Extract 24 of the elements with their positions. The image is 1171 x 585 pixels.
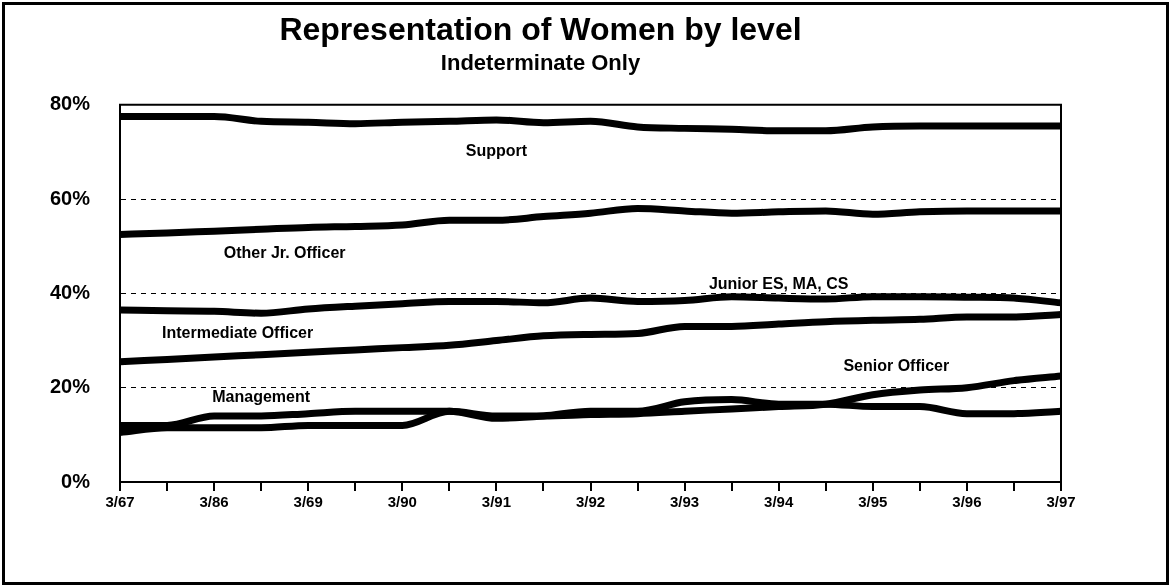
series-label: Junior ES, MA, CS <box>708 275 849 293</box>
x-tick-label: 3/91 <box>481 493 511 511</box>
series-label: Other Jr. Officer <box>223 243 346 261</box>
x-tick-label: 3/93 <box>670 493 700 511</box>
x-tick-label: 3/90 <box>387 493 417 511</box>
x-tick-label: 3/69 <box>293 493 323 511</box>
x-tick-label: 3/94 <box>764 493 794 511</box>
y-tick-label: 20% <box>49 375 91 398</box>
y-tick-label: 80% <box>49 92 91 115</box>
x-tick-label: 3/86 <box>199 493 229 511</box>
x-tick-label: 3/95 <box>858 493 888 511</box>
series-label: Support <box>465 142 528 160</box>
series-label: Intermediate Officer <box>162 323 314 341</box>
y-tick-label: 40% <box>49 280 91 303</box>
x-tick-label: 3/96 <box>952 493 982 511</box>
series-label: Management <box>212 387 311 405</box>
series-label: Senior Officer <box>843 356 950 374</box>
chart-title: Representation of Women by level <box>279 11 802 48</box>
x-tick-label: 3/92 <box>575 493 606 511</box>
x-tick-label: 3/67 <box>105 493 135 511</box>
x-tick-label: 3/97 <box>1046 493 1076 511</box>
y-tick-label: 0% <box>61 469 91 492</box>
y-tick-label: 60% <box>49 186 91 209</box>
chart-subtitle: Indeterminate Only <box>440 49 641 75</box>
